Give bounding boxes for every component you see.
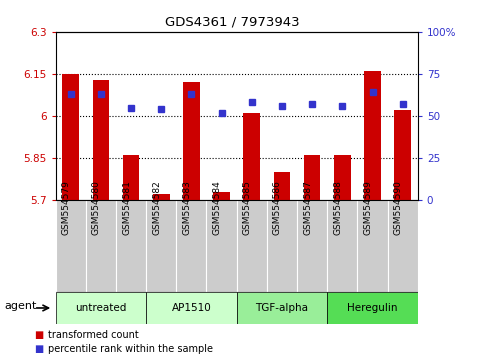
Bar (357, 200, 388, 292)
Bar (56, 200, 86, 292)
Text: GSM554580: GSM554580 (92, 180, 101, 235)
Text: GSM554585: GSM554585 (243, 180, 252, 235)
Text: GSM554582: GSM554582 (152, 180, 161, 235)
Text: GSM554588: GSM554588 (333, 180, 342, 235)
Bar (395, 110, 411, 200)
Text: GSM554584: GSM554584 (213, 180, 222, 235)
Bar (207, 200, 237, 292)
Bar (62, 74, 79, 200)
Bar (176, 200, 207, 292)
Bar (364, 71, 381, 200)
Text: GSM554589: GSM554589 (364, 180, 372, 235)
Bar (274, 172, 290, 200)
Text: GSM554581: GSM554581 (122, 180, 131, 235)
Bar (153, 194, 170, 200)
Bar (86, 200, 116, 292)
Bar (327, 292, 418, 324)
Bar (213, 192, 230, 200)
Text: GSM554587: GSM554587 (303, 180, 312, 235)
Bar (334, 155, 351, 200)
Text: GSM554590: GSM554590 (394, 180, 403, 235)
Text: Heregulin: Heregulin (347, 303, 398, 313)
Text: ■: ■ (34, 344, 43, 354)
Text: untreated: untreated (75, 303, 127, 313)
Text: GDS4361 / 7973943: GDS4361 / 7973943 (165, 16, 299, 29)
Bar (116, 200, 146, 292)
Bar (388, 200, 418, 292)
Bar (237, 200, 267, 292)
Bar (183, 82, 199, 200)
Text: GSM554586: GSM554586 (273, 180, 282, 235)
Bar (304, 155, 320, 200)
Text: AP1510: AP1510 (171, 303, 211, 313)
Bar (56, 292, 146, 324)
Text: GSM554579: GSM554579 (62, 180, 71, 235)
Text: ■: ■ (34, 330, 43, 339)
Bar (243, 113, 260, 200)
Text: percentile rank within the sample: percentile rank within the sample (48, 344, 213, 354)
Bar (123, 155, 139, 200)
Bar (146, 200, 176, 292)
Bar (93, 80, 109, 200)
Text: agent: agent (5, 301, 37, 311)
Bar (267, 200, 297, 292)
Bar (146, 292, 237, 324)
Bar (237, 292, 327, 324)
Text: transformed count: transformed count (48, 330, 139, 339)
Text: TGF-alpha: TGF-alpha (256, 303, 309, 313)
Text: GSM554583: GSM554583 (183, 180, 191, 235)
Bar (327, 200, 357, 292)
Bar (297, 200, 327, 292)
